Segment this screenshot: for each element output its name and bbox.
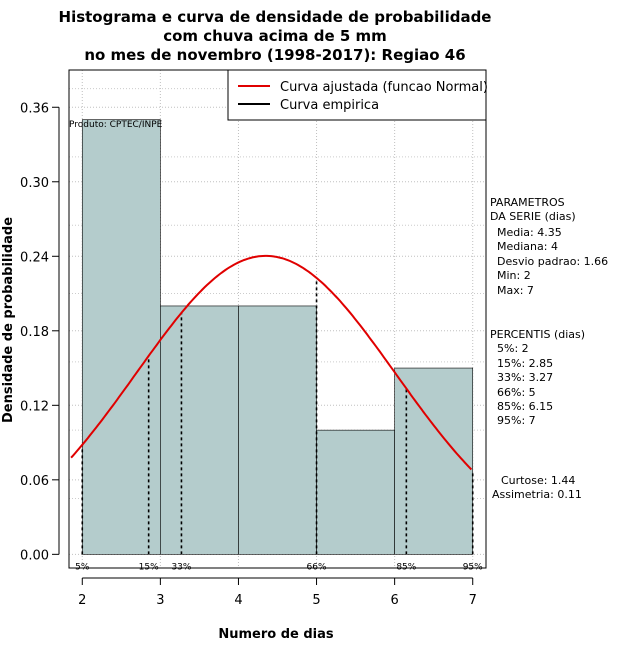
percentile-label: 15% bbox=[139, 562, 159, 572]
y-axis-label: Densidade de probabilidade bbox=[1, 217, 16, 423]
x-tick-label: 2 bbox=[78, 593, 86, 608]
percentis-line: PERCENTIS (dias) bbox=[490, 328, 585, 341]
percentile-label: 66% bbox=[307, 562, 327, 572]
parametros-line: Media: 4.35 bbox=[490, 226, 562, 239]
title-line-1: Histograma e curva de densidade de proba… bbox=[59, 8, 492, 26]
parametros-line: Mediana: 4 bbox=[490, 240, 558, 253]
histogram-bar bbox=[394, 367, 474, 555]
percentis-line: 85%: 6.15 bbox=[490, 400, 553, 413]
parametros-line: Desvio padrao: 1.66 bbox=[490, 255, 608, 268]
percentis-block: PERCENTIS (dias) 5%: 2 15%: 2.85 33%: 3.… bbox=[490, 328, 585, 427]
percentis-line: 5%: 2 bbox=[490, 342, 529, 355]
stats-block: Curtose: 1.44 Assimetria: 0.11 bbox=[492, 474, 582, 501]
percentile-markers: 5% 15% 33% 66% 85% 95% bbox=[75, 277, 483, 572]
y-tick-label: 0.00 bbox=[20, 548, 49, 563]
y-axis: 0.00 0.06 0.12 0.18 0.24 0.30 0.36 bbox=[20, 101, 60, 563]
y-tick-label: 0.24 bbox=[20, 250, 49, 265]
percentile-label: 5% bbox=[75, 562, 90, 572]
percentile-label: 85% bbox=[396, 562, 416, 572]
x-tick-label: 6 bbox=[390, 593, 398, 608]
title-line-2: com chuva acima de 5 mm bbox=[163, 27, 387, 45]
stats-line: Curtose: 1.44 bbox=[494, 474, 575, 487]
legend-label-empirical: Curva empirica bbox=[280, 98, 379, 113]
percentis-line: 95%: 7 bbox=[490, 414, 536, 427]
legend-label-normal: Curva ajustada (funcao Normal) bbox=[280, 80, 488, 95]
legend-box bbox=[227, 69, 487, 121]
product-annotation: Produto: CPTEC/INPE bbox=[69, 120, 163, 130]
histogram-bar bbox=[81, 119, 161, 555]
y-tick-label: 0.30 bbox=[20, 176, 49, 191]
x-axis-label: Numero de dias bbox=[218, 627, 334, 642]
title-line-3: no mes de novembro (1998-2017): Regiao 4… bbox=[84, 46, 465, 64]
y-tick-label: 0.06 bbox=[20, 474, 49, 489]
normal-curve bbox=[70, 254, 473, 471]
x-tick-label: 3 bbox=[156, 593, 164, 608]
y-tick-label: 0.36 bbox=[20, 101, 49, 116]
y-tick-label: 0.12 bbox=[20, 399, 49, 414]
legend: Curva ajustada (funcao Normal) Curva emp… bbox=[227, 69, 488, 121]
y-tick-label: 0.18 bbox=[20, 325, 49, 340]
parametros-line: PARAMETROS bbox=[490, 196, 565, 209]
histogram-bar bbox=[160, 305, 239, 555]
percentile-label: 95% bbox=[463, 562, 483, 572]
histogram-bars bbox=[81, 119, 474, 555]
percentis-line: 15%: 2.85 bbox=[490, 357, 553, 370]
parametros-block: PARAMETROS DA SERIE (dias) Media: 4.35 M… bbox=[490, 196, 608, 297]
parametros-line: Max: 7 bbox=[490, 284, 534, 297]
percentis-line: 33%: 3.27 bbox=[490, 371, 553, 384]
x-axis: 2 3 4 5 6 7 bbox=[78, 577, 477, 608]
side-panel: PARAMETROS DA SERIE (dias) Media: 4.35 M… bbox=[490, 196, 608, 501]
histogram-bar bbox=[238, 305, 317, 555]
x-tick-label: 4 bbox=[234, 593, 242, 608]
percentile-label: 33% bbox=[171, 562, 191, 572]
normal-curve-layer bbox=[70, 254, 473, 471]
parametros-line: DA SERIE (dias) bbox=[490, 210, 576, 223]
x-tick-label: 5 bbox=[312, 593, 320, 608]
chart-title: Histograma e curva de densidade de proba… bbox=[59, 8, 492, 64]
x-tick-label: 7 bbox=[469, 593, 477, 608]
histogram-bar bbox=[316, 429, 395, 555]
parametros-line: Min: 2 bbox=[490, 269, 531, 282]
stats-line: Assimetria: 0.11 bbox=[492, 488, 582, 501]
percentis-line: 66%: 5 bbox=[490, 386, 536, 399]
